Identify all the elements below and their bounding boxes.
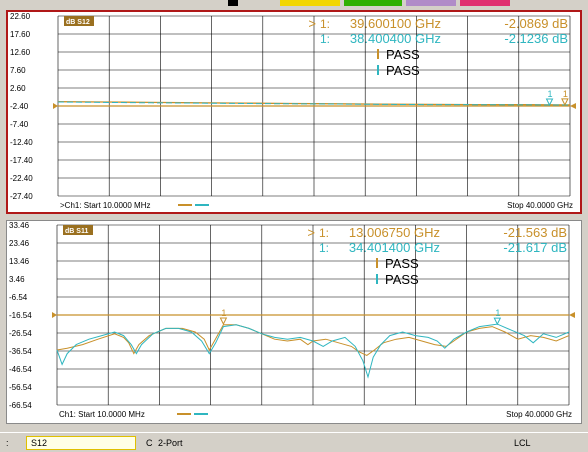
marker-active-arrow: > xyxy=(308,16,316,31)
sweep-start-label: >Ch1: Start 10.0000 MHz xyxy=(60,201,151,210)
marker-triangle xyxy=(545,98,554,107)
sweep-start-label: Ch1: Start 10.0000 MHz xyxy=(59,410,145,419)
pass-indicator-bar xyxy=(377,65,379,75)
y-tick-label: -22.40 xyxy=(10,174,33,183)
param-label: dB S12 xyxy=(66,19,90,26)
y-tick-label: -46.54 xyxy=(9,365,32,374)
s11-trace-window[interactable]: 33.46 23.46 13.46 3.46 -6.54 -16.54 -26.54 -36.… xyxy=(6,220,582,424)
y-tick-label: 3.46 xyxy=(9,275,25,284)
reference-arrow xyxy=(52,312,57,318)
marker-value: -21.617 dB xyxy=(503,240,567,255)
active-param-label: S12 xyxy=(31,438,48,448)
y-tick-label: 17.60 xyxy=(10,30,31,39)
y-tick-label: 7.60 xyxy=(10,66,26,75)
sweep-stop-label: Stop 40.0000 GHz xyxy=(507,201,573,210)
marker-frequency: 38.400400 GHz xyxy=(350,31,441,46)
tab-color-3[interactable] xyxy=(344,0,402,6)
reference-arrow xyxy=(569,312,575,318)
y-tick-label: -36.54 xyxy=(9,347,32,356)
param-label: dB S11 xyxy=(65,228,88,235)
pass-status-text: PASS xyxy=(385,272,419,287)
param-badge xyxy=(64,16,94,26)
y-tick-label: 12.60 xyxy=(10,48,31,57)
reference-arrow xyxy=(570,103,576,109)
marker-tag-label: 1 xyxy=(221,308,226,318)
y-tick-label: -6.54 xyxy=(9,293,28,302)
marker-value: -2.0869 dB xyxy=(504,16,568,31)
marker-number: 1: xyxy=(320,17,330,31)
marker-value: -2.1236 dB xyxy=(504,31,568,46)
y-tick-label: -12.40 xyxy=(10,138,33,147)
remote-status: LCL xyxy=(514,438,531,448)
marker-tag-label: 1 xyxy=(563,89,568,99)
pass-status-text: PASS xyxy=(385,256,419,271)
s11-plot: 33.46 23.46 13.46 3.46 -6.54 -16.54 -26.54 -36.… xyxy=(9,221,575,419)
pass-status-text: PASS xyxy=(386,47,420,62)
y-tick-label: -16.54 xyxy=(9,311,32,320)
y-tick-label: 13.46 xyxy=(9,257,30,266)
y-tick-label: -7.40 xyxy=(10,120,29,129)
tab-color-4[interactable] xyxy=(406,0,456,6)
color-tab-strip xyxy=(0,0,588,8)
y-tick-label: 22.60 xyxy=(10,12,31,21)
marker-tag-label: 1 xyxy=(495,308,500,318)
y-tick-label: -26.54 xyxy=(9,329,32,338)
active-param-field[interactable]: S12 xyxy=(26,436,136,450)
trace-1 xyxy=(56,324,570,356)
marker-active-arrow: > xyxy=(307,225,315,240)
marker-frequency: 39.600100 GHz xyxy=(350,16,441,31)
y-tick-label: 33.46 xyxy=(9,221,30,230)
param-badge xyxy=(63,225,93,235)
y-tick-label: 23.46 xyxy=(9,239,30,248)
status-left-marker: : xyxy=(6,438,9,448)
y-tick-label: 2.60 xyxy=(10,84,26,93)
trace-2 xyxy=(57,101,571,106)
reference-arrow xyxy=(53,103,58,109)
marker-number: 1: xyxy=(320,32,330,46)
cal-status: C xyxy=(146,438,153,448)
trace-2 xyxy=(56,323,570,379)
y-tick-label: -17.40 xyxy=(10,156,33,165)
y-tick-label: -66.54 xyxy=(9,401,32,410)
pass-status-text: PASS xyxy=(386,63,420,78)
status-bar: : S12 C 2-Port LCL xyxy=(0,432,588,452)
marker-number: 1: xyxy=(319,226,329,240)
y-tick-label: -2.40 xyxy=(10,102,29,111)
y-tick-label: -56.54 xyxy=(9,383,32,392)
marker-triangle xyxy=(493,317,502,326)
marker-frequency: 34.401400 GHz xyxy=(349,240,440,255)
marker-tag-label: 1 xyxy=(548,89,553,99)
s12-trace-window[interactable]: 22.60 17.60 12.60 7.60 2.60 -2.40 -7.40 -12.40 -… xyxy=(6,10,582,214)
y-tick-label: -27.40 xyxy=(10,192,33,201)
port-status: 2-Port xyxy=(158,438,183,448)
marker-triangle xyxy=(219,317,228,326)
sweep-stop-label: Stop 40.0000 GHz xyxy=(506,410,572,419)
pass-indicator-bar xyxy=(376,258,378,268)
marker-value: -21.563 dB xyxy=(503,225,567,240)
tab-color-5[interactable] xyxy=(460,0,510,6)
tab-color-1[interactable] xyxy=(228,0,238,6)
pass-indicator-bar xyxy=(377,49,379,59)
marker-frequency: 13.006750 GHz xyxy=(349,225,440,240)
s12-plot: 22.60 17.60 12.60 7.60 2.60 -2.40 -7.40 -12.40 -… xyxy=(10,12,576,210)
tab-color-2[interactable] xyxy=(280,0,340,6)
pass-indicator-bar xyxy=(376,274,378,284)
marker-number: 1: xyxy=(319,241,329,255)
marker-triangle xyxy=(561,98,569,107)
